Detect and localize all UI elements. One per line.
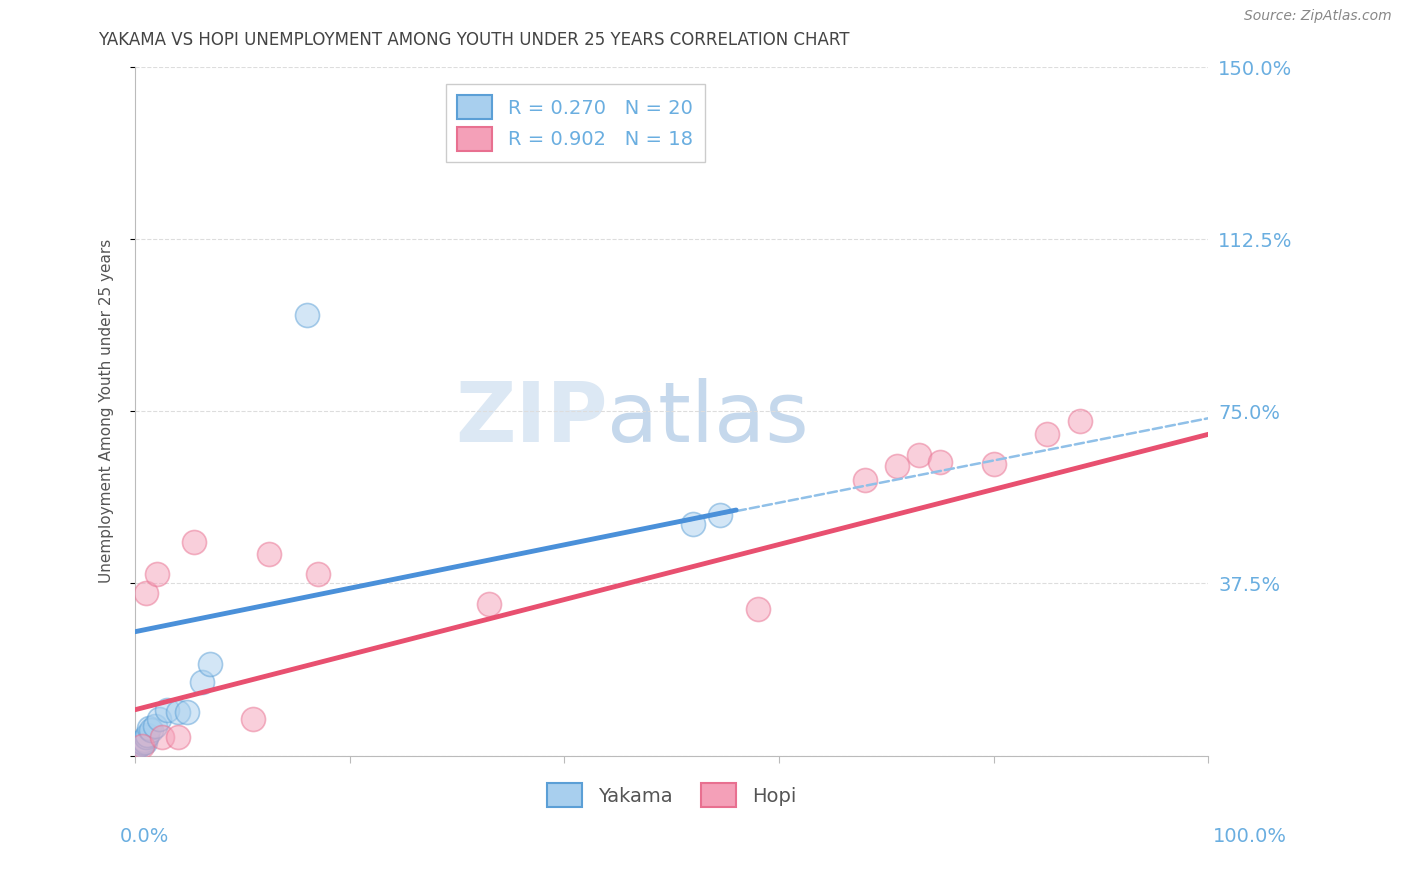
Text: YAKAMA VS HOPI UNEMPLOYMENT AMONG YOUTH UNDER 25 YEARS CORRELATION CHART: YAKAMA VS HOPI UNEMPLOYMENT AMONG YOUTH … — [98, 31, 849, 49]
Point — [131, 735, 153, 749]
Text: 100.0%: 100.0% — [1212, 827, 1286, 846]
Point — [929, 455, 952, 469]
Point — [886, 459, 908, 474]
Point — [1036, 427, 1059, 442]
Legend: Yakama, Hopi: Yakama, Hopi — [540, 775, 804, 814]
Text: 0.0%: 0.0% — [120, 827, 169, 846]
Point — [150, 731, 173, 745]
Point — [136, 728, 159, 742]
Point — [131, 736, 153, 750]
Point — [143, 719, 166, 733]
Point — [478, 597, 501, 611]
Point — [259, 547, 281, 561]
Point — [132, 732, 155, 747]
Point — [747, 601, 769, 615]
Point — [295, 308, 318, 322]
Point — [129, 737, 152, 751]
Point — [135, 731, 157, 745]
Point — [709, 508, 731, 522]
Text: atlas: atlas — [607, 377, 808, 458]
Point — [1069, 413, 1091, 427]
Point — [134, 735, 156, 749]
Point — [167, 705, 190, 719]
Point — [148, 712, 170, 726]
Point — [145, 567, 167, 582]
Point — [853, 473, 876, 487]
Point — [135, 585, 157, 599]
Point — [907, 448, 929, 462]
Point — [176, 705, 198, 719]
Point — [183, 535, 205, 549]
Text: ZIP: ZIP — [456, 377, 607, 458]
Y-axis label: Unemployment Among Youth under 25 years: Unemployment Among Youth under 25 years — [100, 239, 114, 583]
Point — [190, 675, 212, 690]
Point — [127, 739, 149, 754]
Point — [156, 703, 179, 717]
Point — [167, 731, 190, 745]
Point — [131, 739, 153, 754]
Point — [682, 516, 704, 531]
Point — [983, 457, 1005, 471]
Point — [138, 721, 160, 735]
Text: Source: ZipAtlas.com: Source: ZipAtlas.com — [1244, 9, 1392, 23]
Point — [200, 657, 222, 671]
Point — [307, 567, 329, 582]
Point — [141, 723, 163, 738]
Point — [242, 712, 264, 726]
